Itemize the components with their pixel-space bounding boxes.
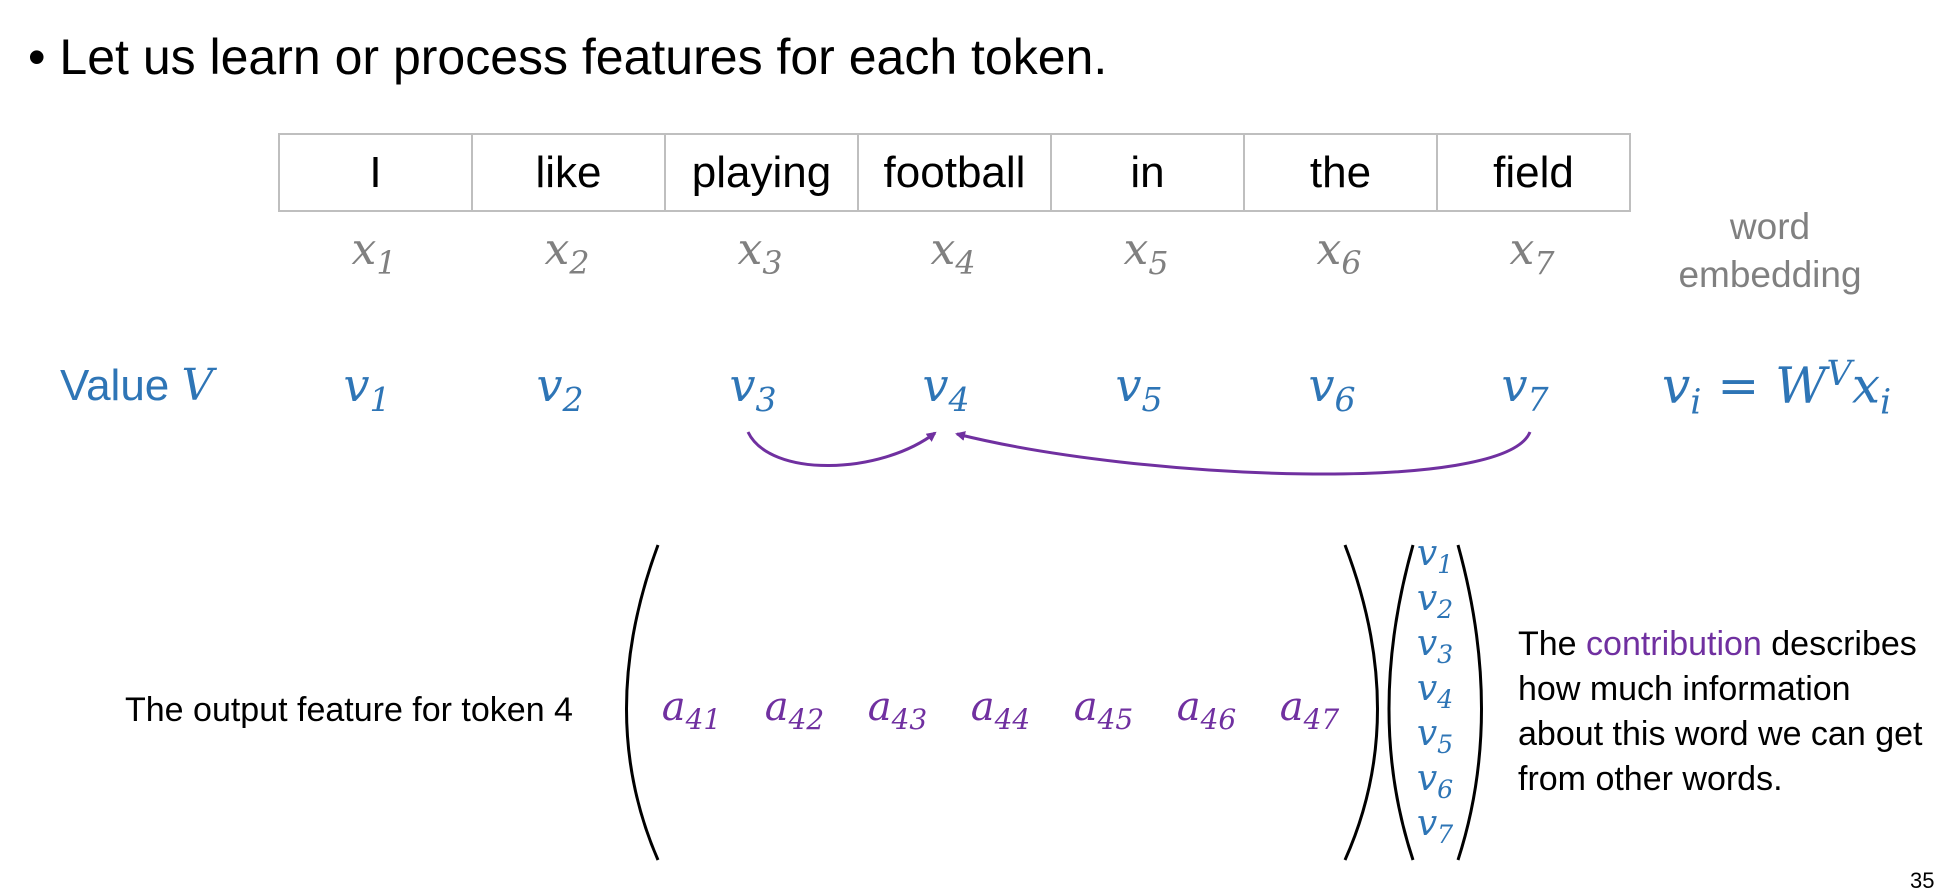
- embedding-label: x2: [544, 224, 590, 282]
- embedding-label: x5: [1123, 224, 1169, 282]
- left-parenthesis: [625, 544, 660, 861]
- vector-entry: v4: [1416, 668, 1454, 715]
- arrow-v3-to-v4: [746, 431, 937, 467]
- vector-entry: v2: [1416, 578, 1454, 625]
- token-cell: football: [857, 133, 1052, 212]
- vector-left-parenthesis: [1387, 544, 1415, 861]
- contribution-coefficient: a42: [764, 684, 825, 736]
- embedding-label: x3: [737, 224, 783, 282]
- contribution-coefficient: a45: [1073, 684, 1134, 736]
- desc-line: about this word we can get: [1518, 715, 1923, 753]
- token-cell: the: [1243, 133, 1438, 212]
- value-label: v1: [343, 358, 391, 420]
- page-number: 35: [1910, 868, 1935, 893]
- token-cell: I: [278, 133, 473, 212]
- embedding-label: x1: [351, 224, 397, 282]
- vector-entry: v6: [1416, 758, 1454, 805]
- token-row: I like playing football in the field: [278, 133, 1631, 212]
- desc-line: The contribution describes: [1518, 625, 1917, 663]
- token-cell: in: [1050, 133, 1245, 212]
- vector-right-parenthesis: [1456, 544, 1483, 861]
- right-parenthesis: [1343, 544, 1379, 861]
- embedding-label: x6: [1316, 224, 1362, 282]
- token-cell: field: [1436, 133, 1631, 212]
- contribution-highlight: contribution: [1586, 625, 1762, 663]
- embedding-label: x7: [1509, 224, 1555, 282]
- value-label: v3: [729, 358, 777, 420]
- embedding-label: x4: [930, 224, 976, 282]
- output-feature-label: The output feature for token 4: [125, 691, 573, 729]
- contribution-coefficient: a47: [1279, 684, 1340, 736]
- value-label: v2: [536, 358, 584, 420]
- desc-line: from other words.: [1518, 760, 1783, 798]
- bullet-point: • Let us learn or process features for e…: [28, 28, 1107, 86]
- token-cell: playing: [664, 133, 859, 212]
- value-label: v5: [1115, 358, 1163, 420]
- diagram-decorations: [625, 431, 1532, 861]
- vector-entry: v1: [1416, 533, 1454, 580]
- value-label: v4: [922, 358, 970, 420]
- contribution-description: The contribution describes how much info…: [1518, 622, 1950, 802]
- bullet-text: Let us learn or process features for eac…: [59, 29, 1108, 85]
- contribution-coefficient: a41: [661, 684, 722, 736]
- token-table: I like playing football in the field: [278, 133, 1631, 212]
- vector-entry: v5: [1416, 713, 1454, 760]
- desc-line: how much information: [1518, 670, 1851, 708]
- arrow-v7-to-v4: [955, 431, 1532, 476]
- contribution-coefficient: a44: [970, 684, 1031, 736]
- caption-line: embedding: [1678, 254, 1862, 295]
- value-row-label: Value V: [60, 360, 214, 411]
- bullet-marker: •: [28, 29, 46, 85]
- value-label: v6: [1308, 358, 1356, 420]
- caption-line: word: [1729, 206, 1811, 247]
- value-label: v7: [1501, 358, 1549, 420]
- vector-entry: v3: [1416, 623, 1454, 670]
- value-formula: vi = WVxi: [1662, 354, 1892, 423]
- contribution-coefficient: a46: [1176, 684, 1237, 736]
- word-embedding-caption: word embedding: [1655, 203, 1885, 299]
- vector-entry: v7: [1416, 803, 1454, 850]
- contribution-coefficient: a43: [867, 684, 928, 736]
- token-cell: like: [471, 133, 666, 212]
